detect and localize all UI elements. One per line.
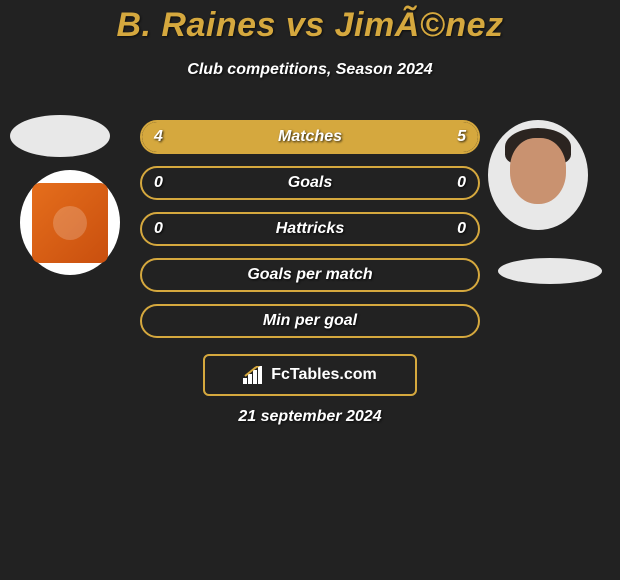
stat-row: 45Matches <box>140 120 480 154</box>
page-subtitle: Club competitions, Season 2024 <box>0 61 620 79</box>
footer-brand-badge: FcTables.com <box>203 354 417 396</box>
team-left-badge-inner <box>32 183 108 263</box>
comparison-card: B. Raines vs JimÃ©nez Club competitions,… <box>0 0 620 580</box>
stat-row: 00Goals <box>140 166 480 200</box>
chart-icon <box>243 366 265 384</box>
stat-label: Hattricks <box>142 220 478 238</box>
stat-label: Goals <box>142 174 478 192</box>
player-right-face <box>510 138 566 204</box>
team-right-badge <box>498 258 602 284</box>
stat-label: Min per goal <box>142 312 478 330</box>
stat-label: Goals per match <box>142 266 478 284</box>
footer-date: 21 september 2024 <box>0 408 620 426</box>
stat-row: Goals per match <box>140 258 480 292</box>
player-right-avatar <box>488 120 588 230</box>
footer-brand-text: FcTables.com <box>271 366 377 384</box>
stat-bars: 45Matches 00Goals 00Hattricks Goals per mat… <box>140 120 480 350</box>
page-title: B. Raines vs JimÃ©nez <box>0 0 620 45</box>
player-left-avatar <box>10 115 110 157</box>
stat-label: Matches <box>142 128 478 146</box>
stat-row: Min per goal <box>140 304 480 338</box>
team-left-badge <box>20 170 120 275</box>
stat-row: 00Hattricks <box>140 212 480 246</box>
